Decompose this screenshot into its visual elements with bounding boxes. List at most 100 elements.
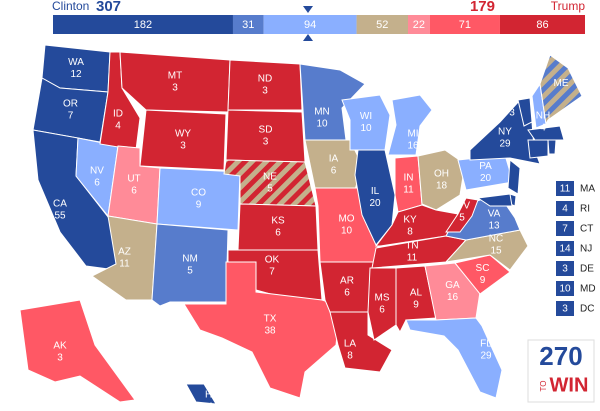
- state-abbr: LA: [344, 339, 357, 350]
- state-abbr: AZ: [118, 247, 131, 258]
- state-abbr: IA: [329, 154, 339, 165]
- state-abbr: IL: [371, 186, 380, 197]
- state-abbr: ME: [554, 78, 569, 89]
- side-box: [556, 301, 574, 316]
- bar-label: 182: [134, 19, 152, 31]
- state-votes: 3: [262, 86, 268, 97]
- state-abbr: OK: [265, 255, 280, 266]
- logo-box: [527, 339, 595, 403]
- side-abbr: MA: [580, 184, 595, 195]
- state-votes: 6: [275, 228, 281, 239]
- states: [19, 44, 583, 405]
- state-abbr: FL: [480, 339, 492, 350]
- state-votes: 15: [490, 246, 502, 257]
- state-abbr: TX: [264, 314, 277, 325]
- state-votes: 5: [459, 213, 465, 224]
- bar-segment: [429, 15, 500, 34]
- state-votes: 3: [509, 108, 515, 119]
- state-abbr: TN: [405, 241, 418, 252]
- logo-number: 270: [539, 341, 582, 371]
- state-shape: [454, 254, 511, 295]
- side-abbr: CT: [580, 224, 593, 235]
- state-abbr: KS: [271, 216, 285, 227]
- side-votes: 14: [559, 244, 571, 255]
- logo-win: WIN: [550, 374, 589, 396]
- side-abbr: DC: [580, 304, 594, 315]
- state-shape: [527, 125, 565, 141]
- state-shape: [527, 139, 549, 159]
- bar-segment: [232, 15, 264, 34]
- side-abbr: MD: [580, 284, 596, 295]
- state-votes: 11: [119, 259, 130, 270]
- state-votes: 5: [267, 184, 273, 195]
- state-shape: [183, 261, 341, 399]
- state-abbr: NC: [489, 234, 503, 245]
- state-abbr: ND: [258, 74, 272, 85]
- state-abbr: WV: [454, 201, 470, 212]
- state-votes: 6: [131, 186, 137, 197]
- state-labels: WA12OR7CA55NV6ID4MT3WY3UT6AZ11CO9NM5ND3S…: [53, 57, 569, 411]
- state-abbr: NE: [263, 172, 277, 183]
- state-votes: 3: [57, 353, 63, 364]
- state-votes: 7: [68, 111, 74, 122]
- state-abbr: UT: [127, 174, 140, 185]
- side-box: [556, 241, 574, 256]
- right-total: 179: [470, 0, 495, 15]
- state-abbr: NM: [182, 254, 198, 265]
- bar-label: 52: [376, 19, 388, 31]
- midpoint-marker: [303, 34, 313, 41]
- state-votes: 3: [263, 137, 269, 148]
- bar-segment: [263, 15, 357, 34]
- state-votes: 3: [180, 141, 186, 152]
- bar-label: 71: [459, 19, 471, 31]
- state-votes: 11: [403, 185, 414, 196]
- state-votes: 8: [347, 351, 353, 362]
- state-abbr: GA: [445, 280, 460, 291]
- state-abbr: ID: [113, 109, 123, 120]
- side-box: [556, 181, 574, 196]
- logo-to: TO: [539, 381, 548, 392]
- state-votes: 16: [447, 292, 459, 303]
- side-votes: 3: [562, 304, 568, 315]
- side-box: [556, 201, 574, 216]
- bar-label: 22: [413, 19, 425, 31]
- left-total: 307: [96, 0, 121, 15]
- state-votes: 13: [488, 221, 500, 232]
- state-abbr: WI: [360, 111, 372, 122]
- state-abbr: VT: [506, 96, 519, 107]
- state-abbr: MT: [168, 71, 182, 82]
- logo: 270 TO WIN: [527, 339, 595, 403]
- state-votes: 6: [379, 305, 385, 316]
- state-votes: 18: [436, 181, 448, 192]
- state-abbr: CA: [53, 199, 67, 210]
- state-votes: 9: [480, 275, 486, 286]
- state-abbr: AK: [53, 341, 67, 352]
- state-votes: 4: [540, 123, 546, 134]
- side-votes: 3: [562, 264, 568, 275]
- side-box: [556, 221, 574, 236]
- state-votes: 12: [70, 69, 82, 80]
- side-votes: 7: [562, 224, 568, 235]
- state-abbr: KY: [403, 215, 417, 226]
- bar-segment: [356, 15, 408, 34]
- state-votes: 9: [196, 200, 202, 211]
- side-abbr: RI: [580, 204, 590, 215]
- state-votes: 38: [264, 326, 276, 337]
- side-votes: 10: [559, 284, 571, 295]
- state-shape: [517, 97, 533, 127]
- bar-segment: [499, 15, 585, 34]
- state-abbr: SC: [476, 263, 490, 274]
- state-votes: 11: [407, 253, 418, 264]
- state-shape: [387, 94, 433, 156]
- bar-label: 31: [242, 19, 254, 31]
- state-votes: 7: [269, 267, 275, 278]
- state-abbr: NV: [90, 166, 104, 177]
- state-votes: 6: [344, 288, 350, 299]
- state-shape: [507, 159, 521, 195]
- state-abbr: WA: [68, 57, 84, 68]
- state-abbr: AR: [340, 276, 354, 287]
- state-votes: 6: [94, 178, 100, 189]
- state-shape: [445, 197, 479, 233]
- bar-segment: [53, 15, 233, 34]
